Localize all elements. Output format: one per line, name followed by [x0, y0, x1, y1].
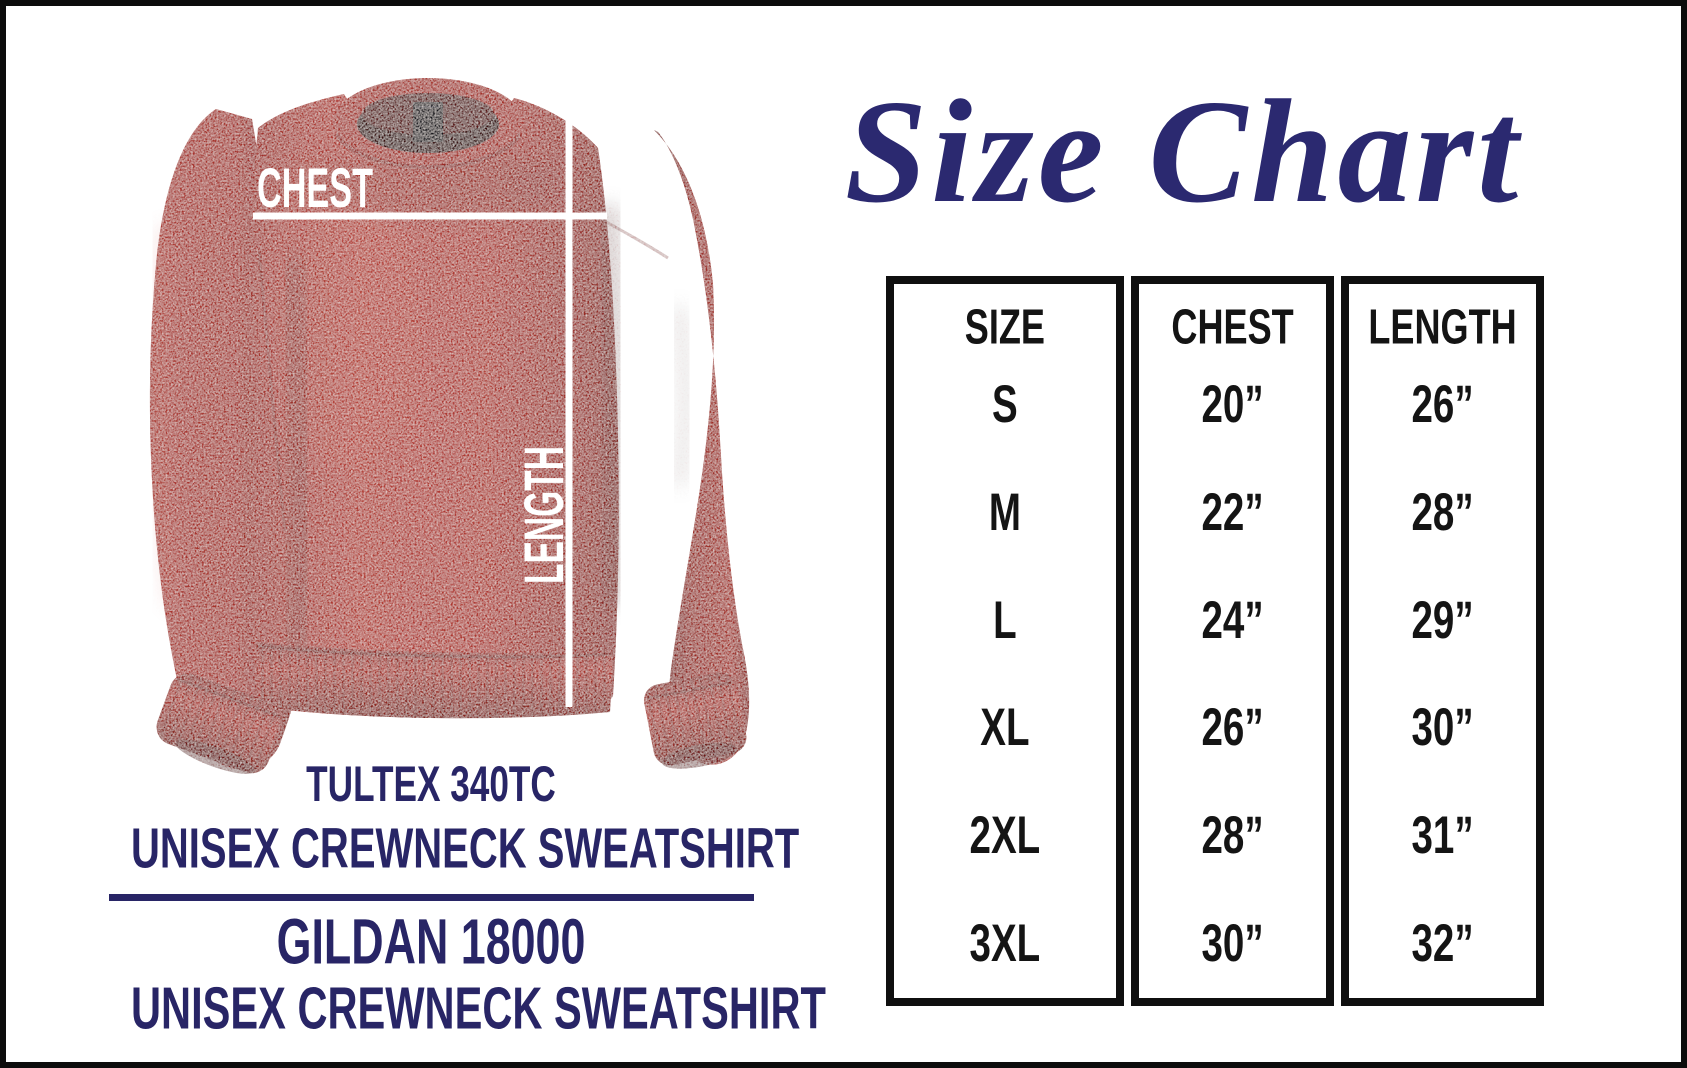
length-column: LENGTH 26” 28” 29” 30” 31” 32”: [1340, 276, 1544, 1006]
product-name-tultex: TULTEX 340TC: [306, 756, 556, 813]
length-cell: 28”: [1411, 481, 1474, 541]
chest-measure-label: CHEST: [257, 156, 373, 219]
chest-cell: 20”: [1201, 373, 1264, 434]
size-cell: 3XL: [969, 912, 1041, 973]
divider-line: [108, 894, 754, 901]
page-title: Size Chart: [844, 69, 1523, 234]
chest-column-rows: 20” 22” 24” 26” 28” 30”: [1139, 364, 1326, 998]
length-cell: 32”: [1411, 912, 1474, 973]
chest-cell: 22”: [1201, 481, 1264, 541]
right-cuff: [643, 672, 747, 769]
neck-tag: [413, 102, 443, 142]
chest-column: CHEST 20” 22” 24” 26” 28” 30”: [1130, 276, 1334, 1006]
size-column-rows: S M L XL 2XL 3XL: [894, 364, 1116, 998]
size-cell: S: [992, 373, 1018, 434]
size-cell: XL: [980, 697, 1030, 757]
product-desc-gildan: UNISEX CREWNECK SWEATSHIRT: [131, 975, 826, 1043]
chest-cell: 30”: [1201, 912, 1264, 973]
length-cell: 26”: [1411, 373, 1474, 434]
column-header-size: SIZE: [964, 300, 1045, 355]
product-desc-tultex: UNISEX CREWNECK SWEATSHIRT: [131, 816, 800, 880]
length-cell: 30”: [1411, 697, 1474, 757]
sweatshirt-body: [149, 78, 750, 774]
length-column-rows: 26” 28” 29” 30” 31” 32”: [1349, 364, 1536, 998]
product-name-gildan: GILDAN 18000: [276, 905, 586, 978]
sweatshirt-image: CHEST LENGTH: [149, 78, 750, 774]
size-column: SIZE S M L XL 2XL 3XL: [886, 276, 1124, 1006]
column-header-length: LENGTH: [1368, 300, 1517, 355]
chest-cell: 24”: [1201, 589, 1264, 649]
product-labels: TULTEX 340TC UNISEX CREWNECK SWEATSHIRT …: [56, 757, 826, 1042]
size-cell: L: [993, 589, 1017, 649]
collar: [333, 78, 523, 169]
size-table: SIZE S M L XL 2XL 3XL CHEST 20” 22” 24” …: [886, 276, 1544, 1006]
chest-cell: 26”: [1201, 697, 1264, 757]
size-cell: 2XL: [969, 805, 1041, 865]
length-cell: 29”: [1411, 589, 1474, 649]
length-measure-label: LENGTH: [512, 446, 575, 584]
column-header-chest: CHEST: [1171, 300, 1294, 355]
chest-cell: 28”: [1201, 805, 1264, 865]
length-cell: 31”: [1411, 805, 1474, 865]
size-cell: M: [988, 481, 1021, 541]
left-cuff: [156, 673, 283, 774]
